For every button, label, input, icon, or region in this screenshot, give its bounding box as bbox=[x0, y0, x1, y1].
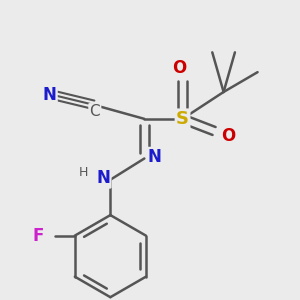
Text: N: N bbox=[43, 86, 56, 104]
Text: C: C bbox=[89, 104, 100, 119]
Text: N: N bbox=[147, 148, 161, 166]
Text: N: N bbox=[96, 169, 110, 187]
Text: S: S bbox=[176, 110, 189, 128]
Text: O: O bbox=[221, 127, 235, 145]
Text: H: H bbox=[79, 166, 88, 179]
Text: O: O bbox=[172, 59, 187, 77]
Text: F: F bbox=[32, 226, 44, 244]
